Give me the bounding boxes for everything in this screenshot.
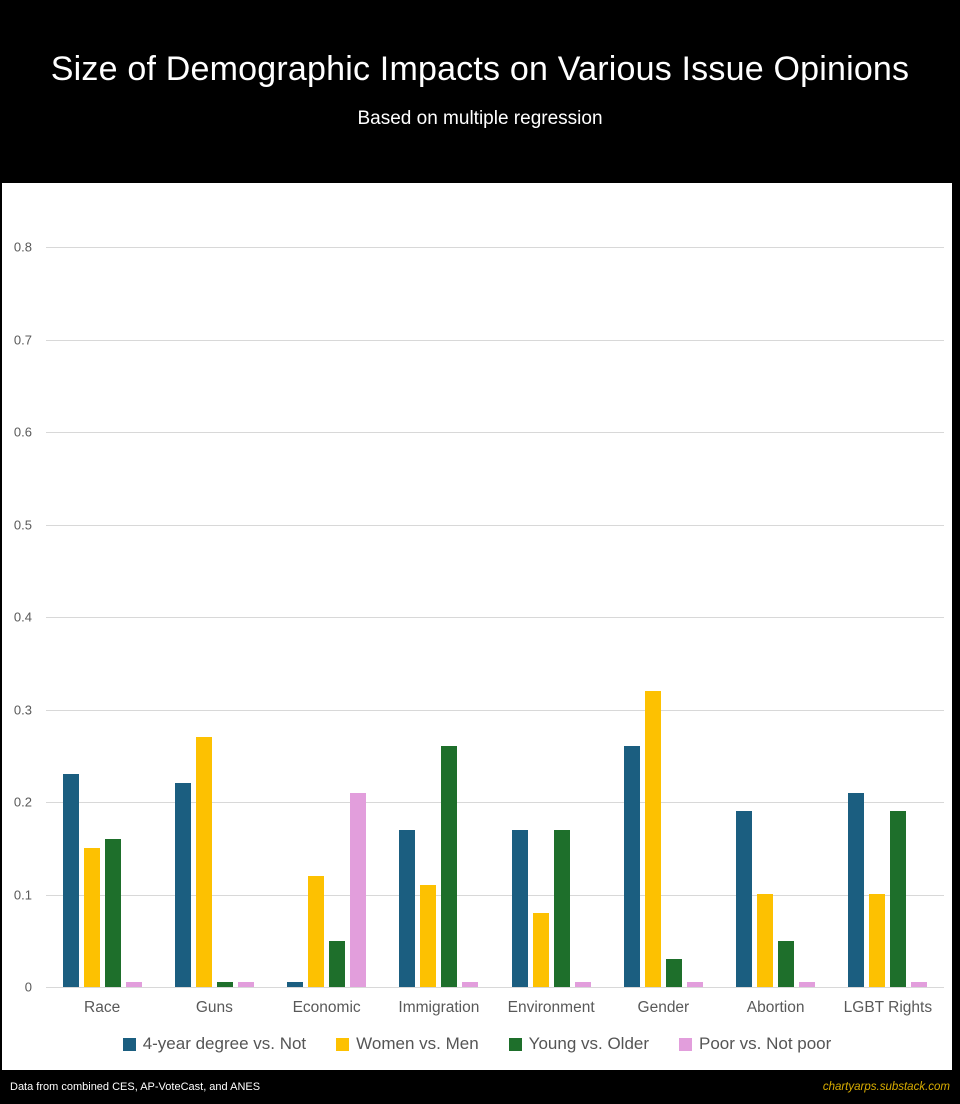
bar (553, 830, 570, 987)
chart-panel: 0 0.1 0.2 0.3 0.4 0.5 0.6 0.7 0.8 Race Guns Econom… (2, 183, 952, 1070)
bar (848, 793, 865, 987)
gridline (46, 617, 944, 618)
data-source-note: Data from combined CES, AP-VoteCast, and… (10, 1081, 261, 1093)
bar (104, 839, 121, 987)
legend-label: Poor vs. Not poor (699, 1034, 832, 1053)
bar (237, 982, 254, 987)
legend-item: Poor vs. Not poor (679, 1034, 831, 1054)
gridline (46, 339, 944, 341)
bar (665, 959, 682, 987)
gridline (46, 524, 944, 526)
bar (757, 894, 774, 987)
bar-group-lgbt-rights (832, 183, 944, 987)
y-tick-label: 0.5 (13, 517, 32, 532)
bar (686, 982, 703, 987)
y-tick-label: 0 (24, 979, 32, 995)
x-axis: Race Guns Economic Immigration Environment Ge… (46, 999, 944, 1017)
bar (308, 876, 325, 987)
bar (350, 793, 367, 987)
bar (532, 913, 549, 987)
y-tick-label: 0.2 (13, 794, 32, 810)
gridline (46, 247, 944, 248)
bar (736, 811, 753, 987)
bar (62, 774, 79, 987)
y-tick-label: 0.3 (13, 702, 32, 717)
bar (869, 894, 886, 987)
x-axis-label: Guns (195, 999, 233, 1016)
page-title: Size of Demographic Impacts on Various I… (50, 50, 910, 88)
bar (399, 830, 416, 987)
y-tick-label: 0.4 (13, 609, 32, 625)
bar-group-environment (495, 183, 607, 987)
y-tick-label: 0.8 (13, 239, 32, 255)
x-axis-label: Abortion (746, 999, 805, 1016)
bar-group-abortion (720, 183, 832, 987)
website-link: chartyarps.substack.com (822, 1081, 950, 1093)
chart-header: Size of Demographic Impacts on Various I… (0, 0, 960, 183)
y-tick-label: 0.1 (13, 887, 32, 902)
bar (778, 941, 795, 987)
gridline (46, 802, 944, 803)
bar (799, 982, 816, 987)
legend-swatch-icon (679, 1037, 693, 1051)
bar (644, 691, 661, 987)
legend-item: Young vs. Older (508, 1034, 650, 1054)
bar (329, 941, 346, 987)
bar-group-immigration (383, 183, 495, 987)
legend-item: 4-year degree vs. Not (122, 1034, 307, 1054)
legend: 4-year degree vs. Not Women vs. Men Young … (2, 1034, 952, 1054)
bar-group-guns (158, 183, 270, 987)
bar (511, 830, 528, 987)
x-axis-label: Race (84, 999, 121, 1016)
y-tick-label: 0.7 (13, 332, 32, 347)
legend-label: Young vs. Older (528, 1034, 650, 1053)
legend-swatch-icon (122, 1037, 136, 1051)
bar (462, 982, 479, 987)
gridline (46, 894, 944, 896)
x-axis-label: LGBT Rights (843, 999, 933, 1016)
bar (174, 783, 191, 987)
bar-group-economic (271, 183, 383, 987)
bar (890, 811, 907, 987)
bar (420, 885, 437, 987)
gridline (46, 709, 944, 711)
bar (195, 737, 212, 987)
legend-label: 4-year degree vs. Not (142, 1034, 307, 1053)
x-axis-label: Immigration (398, 999, 480, 1016)
bar-group-race (46, 183, 158, 987)
bar (911, 982, 928, 987)
legend-item: Women vs. Men (336, 1034, 479, 1054)
bar (216, 982, 233, 987)
page-subtitle: Based on multiple regression (357, 108, 603, 129)
legend-swatch-icon (336, 1037, 350, 1051)
x-axis-label: Gender (637, 999, 690, 1016)
footer-bar: Data from combined CES, AP-VoteCast, and… (0, 1070, 960, 1104)
bar (574, 982, 591, 987)
plot-area: 0 0.1 0.2 0.3 0.4 0.5 0.6 0.7 0.8 (2, 183, 952, 995)
gridline (46, 987, 944, 988)
bar (125, 982, 142, 987)
gridline (46, 432, 944, 433)
bar (441, 746, 458, 987)
bar-groups (46, 183, 944, 987)
x-axis-label: Environment (507, 999, 595, 1016)
legend-label: Women vs. Men (356, 1034, 479, 1053)
legend-swatch-icon (508, 1037, 522, 1051)
x-axis-label: Economic (292, 999, 361, 1016)
bar (623, 746, 640, 987)
bar (83, 848, 100, 987)
y-tick-label: 0.6 (13, 424, 32, 440)
bar-group-gender (607, 183, 719, 987)
bar (287, 982, 304, 987)
